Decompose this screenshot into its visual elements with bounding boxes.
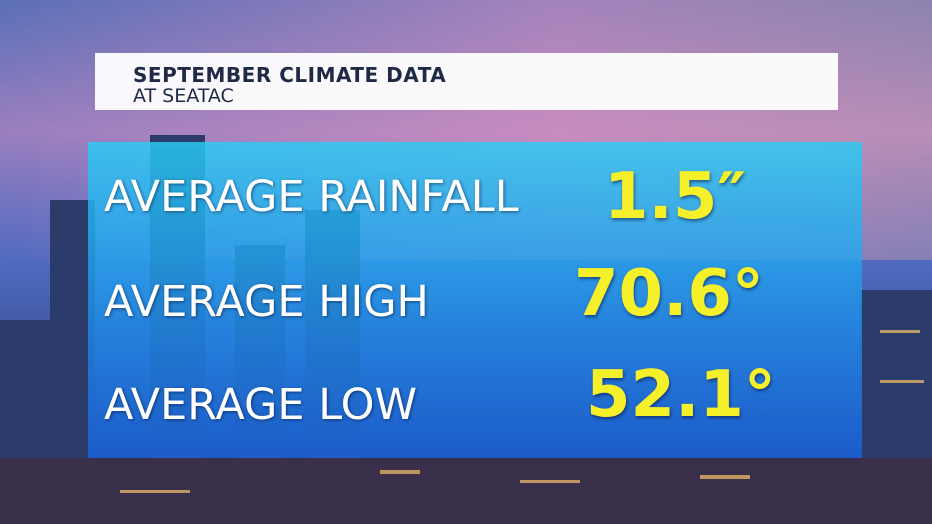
row-label: AVERAGE RAINFALL [104,172,519,222]
data-panel: AVERAGE RAINFALL 1.5″ AVERAGE HIGH 70.6°… [88,142,862,458]
row-label: AVERAGE LOW [104,380,417,430]
row-label: AVERAGE HIGH [104,277,429,327]
header-subtitle: AT SEATAC [133,85,234,107]
header-bar: SEPTEMBER CLIMATE DATA AT SEATAC [95,53,838,110]
city-lights [120,330,924,493]
row-value: 1.5″ [604,160,746,234]
row-value: 70.6° [574,257,764,331]
header-title: SEPTEMBER CLIMATE DATA [133,63,447,87]
row-value: 52.1° [586,358,776,432]
